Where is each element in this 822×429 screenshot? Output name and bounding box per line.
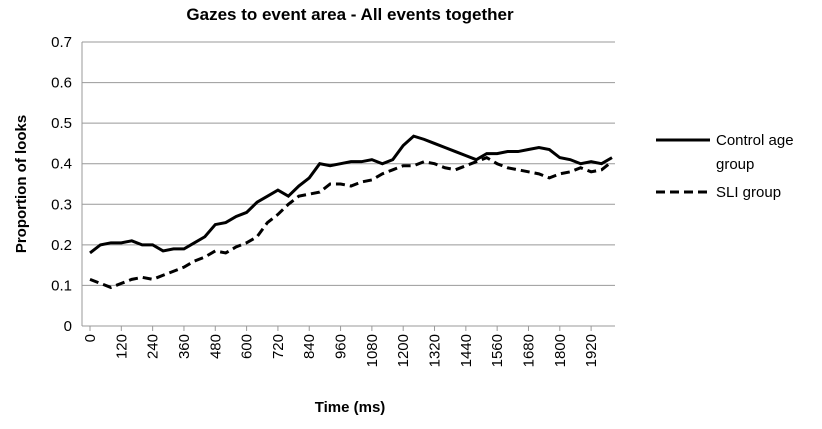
- y-tick-label: 0.4: [51, 156, 72, 173]
- y-tick-label: 0.1: [51, 277, 72, 294]
- x-tick-label: 480: [207, 334, 224, 359]
- x-tick-label: 240: [145, 334, 162, 359]
- x-tick-label: 1080: [364, 334, 381, 367]
- line-series: [89, 155, 613, 290]
- x-tick-label: 1560: [489, 334, 506, 367]
- x-tick-label: 120: [113, 334, 130, 359]
- x-tick-label: 1920: [583, 334, 600, 367]
- chart-title: Gazes to event area - All events togethe…: [186, 5, 514, 24]
- x-tick-label: 720: [270, 334, 287, 359]
- legend-label: SLI group: [716, 184, 781, 201]
- y-tick-label: 0: [64, 318, 72, 335]
- legend-label-line: Control age: [716, 132, 794, 149]
- legend-label-line: group: [716, 156, 754, 173]
- line-series: [89, 134, 613, 255]
- x-tick-label: 1440: [458, 334, 475, 367]
- x-axis-label: Time (ms): [315, 399, 386, 416]
- x-tick-label: 600: [239, 334, 256, 359]
- y-tick-label: 0.2: [51, 237, 72, 254]
- x-tick-label: 1200: [395, 334, 412, 367]
- y-tick-label: 0.5: [51, 115, 72, 132]
- legend-label: Control age group: [716, 132, 794, 173]
- x-tick-label: 360: [176, 334, 193, 359]
- y-tick-label: 0.3: [51, 196, 72, 213]
- y-axis-label: Proportion of looks: [13, 115, 30, 253]
- x-tick-label: 0: [82, 334, 99, 342]
- x-tick-label: 960: [333, 334, 350, 359]
- x-tick-label: 840: [301, 334, 318, 359]
- x-tick-label: 1320: [427, 334, 444, 367]
- x-tick-label: 1800: [552, 334, 569, 367]
- x-tick-label: 1680: [520, 334, 537, 367]
- y-tick-label: 0.6: [51, 75, 72, 92]
- y-tick-label: 0.7: [51, 34, 72, 51]
